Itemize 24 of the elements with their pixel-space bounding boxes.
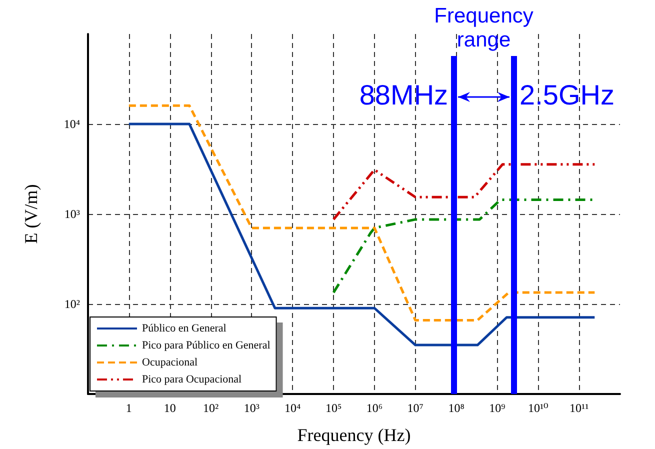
legend-label: Ocupacional [142, 356, 198, 368]
x-tick-label: 10¹⁰ [528, 401, 549, 415]
legend-label: Público en General [142, 322, 226, 334]
x-axis-title: Frequency (Hz) [297, 425, 411, 445]
legend-label: Pico para Ocupacional [142, 374, 242, 386]
x-tick-label: 10 [164, 401, 176, 415]
y-axis-title: E (V/m) [21, 184, 41, 244]
x-tick-label: 10² [202, 401, 219, 415]
y-tick-label: 10² [64, 297, 80, 311]
ref-line-label: 88MHz [359, 80, 448, 110]
legend-label: Pico para Público en General [142, 340, 270, 352]
x-tick-label: 10⁴ [284, 401, 301, 415]
annotation: Frequency range [434, 4, 534, 52]
x-tick-label: 10¹¹ [569, 401, 590, 415]
x-tick-label: 10³ [244, 401, 260, 415]
y-tick-label: 10⁴ [64, 117, 80, 131]
y-tick-label: 10³ [64, 207, 80, 221]
x-tick-label: 10⁸ [448, 401, 464, 415]
x-tick-label: 10⁵ [325, 401, 342, 415]
ref-line-label: 2.5GHz [520, 80, 614, 110]
x-tick-label: 10⁷ [407, 401, 424, 415]
x-tick-label: 1 [126, 401, 132, 415]
x-tick-label: 10⁶ [366, 401, 383, 415]
x-tick-label: 10⁹ [489, 401, 506, 415]
